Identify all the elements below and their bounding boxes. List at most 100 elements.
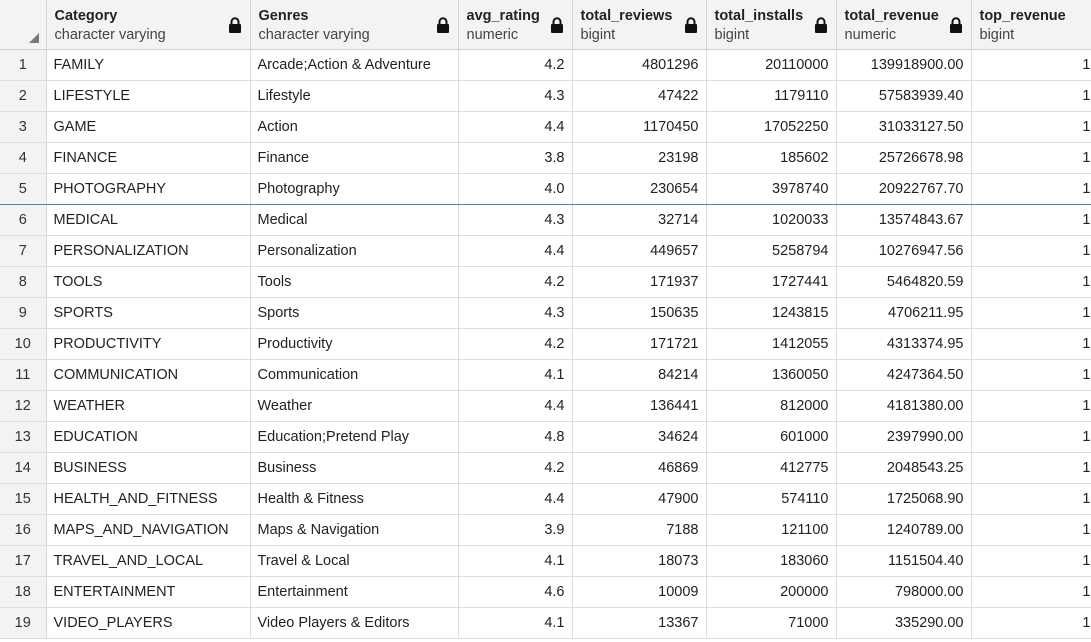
cell-top-revenue[interactable]: 1 xyxy=(971,80,1091,112)
cell-top-revenue[interactable]: 1 xyxy=(971,266,1091,298)
cell-top-revenue[interactable]: 1 xyxy=(971,297,1091,329)
cell-total-reviews[interactable]: 47422 xyxy=(572,80,707,112)
cell-total-reviews[interactable]: 18073 xyxy=(572,545,707,577)
cell-total-reviews[interactable]: 230654 xyxy=(572,173,707,205)
select-all-corner[interactable] xyxy=(0,0,47,50)
row-number[interactable]: 12 xyxy=(0,390,47,422)
cell-total-installs[interactable]: 601000 xyxy=(706,421,837,453)
cell-genres[interactable]: Business xyxy=(250,452,459,484)
cell-top-revenue[interactable]: 1 xyxy=(971,483,1091,515)
cell-total-installs[interactable]: 5258794 xyxy=(706,235,837,267)
row-number[interactable]: 13 xyxy=(0,421,47,453)
cell-category[interactable]: TOOLS xyxy=(46,266,251,298)
column-header[interactable]: total_reviews bigint xyxy=(572,0,707,50)
cell-top-revenue[interactable]: 1 xyxy=(971,328,1091,360)
cell-total-revenue[interactable]: 2397990.00 xyxy=(836,421,972,453)
cell-total-installs[interactable]: 412775 xyxy=(706,452,837,484)
cell-top-revenue[interactable]: 1 xyxy=(971,452,1091,484)
table-row[interactable]: 18 ENTERTAINMENT Entertainment 4.6 10009 2000… xyxy=(0,576,1091,608)
cell-genres[interactable]: Entertainment xyxy=(250,576,459,608)
cell-total-revenue[interactable]: 335290.00 xyxy=(836,607,972,639)
cell-top-revenue[interactable]: 1 xyxy=(971,142,1091,174)
row-number[interactable]: 14 xyxy=(0,452,47,484)
cell-total-installs[interactable]: 3978740 xyxy=(706,173,837,205)
cell-genres[interactable]: Maps & Navigation xyxy=(250,514,459,546)
column-header[interactable]: avg_rating numeric xyxy=(458,0,573,50)
cell-category[interactable]: MEDICAL xyxy=(46,204,251,236)
cell-top-revenue[interactable]: 1 xyxy=(971,576,1091,608)
cell-avg-rating[interactable]: 4.4 xyxy=(458,111,573,143)
row-number[interactable]: 11 xyxy=(0,359,47,391)
cell-total-reviews[interactable]: 4801296 xyxy=(572,49,707,81)
cell-total-reviews[interactable]: 23198 xyxy=(572,142,707,174)
table-row[interactable]: 1 FAMILY Arcade;Action & Adventure 4.2 48012… xyxy=(0,49,1091,81)
cell-category[interactable]: EDUCATION xyxy=(46,421,251,453)
cell-category[interactable]: VIDEO_PLAYERS xyxy=(46,607,251,639)
table-row[interactable]: 8 TOOLS Tools 4.2 171937 1727441 5464820.59 1 xyxy=(0,266,1091,298)
cell-genres[interactable]: Medical xyxy=(250,204,459,236)
cell-genres[interactable]: Personalization xyxy=(250,235,459,267)
table-row[interactable]: 7 PERSONALIZATION Personalization 4.4 449657… xyxy=(0,235,1091,267)
table-row[interactable]: 9 SPORTS Sports 4.3 150635 1243815 4706211.95 1 xyxy=(0,297,1091,329)
cell-genres[interactable]: Finance xyxy=(250,142,459,174)
cell-total-installs[interactable]: 1727441 xyxy=(706,266,837,298)
table-row[interactable]: 2 LIFESTYLE Lifestyle 4.3 47422 1179110 575839… xyxy=(0,80,1091,112)
row-number[interactable]: 18 xyxy=(0,576,47,608)
cell-top-revenue[interactable]: 1 xyxy=(971,607,1091,639)
cell-total-revenue[interactable]: 4313374.95 xyxy=(836,328,972,360)
table-row[interactable]: 17 TRAVEL_AND_LOCAL Travel & Local 4.1 18073… xyxy=(0,545,1091,577)
table-row[interactable]: 13 EDUCATION Education;Pretend Play 4.8 3462… xyxy=(0,421,1091,453)
cell-total-revenue[interactable]: 13574843.67 xyxy=(836,204,972,236)
cell-genres[interactable]: Productivity xyxy=(250,328,459,360)
cell-avg-rating[interactable]: 3.8 xyxy=(458,142,573,174)
row-number[interactable]: 4 xyxy=(0,142,47,174)
cell-category[interactable]: PHOTOGRAPHY xyxy=(46,173,251,205)
cell-genres[interactable]: Photography xyxy=(250,173,459,205)
cell-total-reviews[interactable]: 34624 xyxy=(572,421,707,453)
cell-category[interactable]: WEATHER xyxy=(46,390,251,422)
cell-avg-rating[interactable]: 4.4 xyxy=(458,235,573,267)
cell-total-revenue[interactable]: 2048543.25 xyxy=(836,452,972,484)
cell-total-reviews[interactable]: 171937 xyxy=(572,266,707,298)
table-row[interactable]: 14 BUSINESS Business 4.2 46869 412775 2048543.… xyxy=(0,452,1091,484)
cell-avg-rating[interactable]: 4.1 xyxy=(458,607,573,639)
cell-total-installs[interactable]: 200000 xyxy=(706,576,837,608)
table-row[interactable]: 10 PRODUCTIVITY Productivity 4.2 171721 14120… xyxy=(0,328,1091,360)
cell-top-revenue[interactable]: 1 xyxy=(971,235,1091,267)
cell-top-revenue[interactable]: 1 xyxy=(971,204,1091,236)
cell-total-revenue[interactable]: 1725068.90 xyxy=(836,483,972,515)
cell-category[interactable]: COMMUNICATION xyxy=(46,359,251,391)
cell-total-reviews[interactable]: 150635 xyxy=(572,297,707,329)
cell-total-revenue[interactable]: 25726678.98 xyxy=(836,142,972,174)
cell-total-revenue[interactable]: 57583939.40 xyxy=(836,80,972,112)
cell-top-revenue[interactable]: 1 xyxy=(971,49,1091,81)
column-header[interactable]: total_installs bigint xyxy=(706,0,837,50)
cell-avg-rating[interactable]: 4.1 xyxy=(458,359,573,391)
cell-top-revenue[interactable]: 1 xyxy=(971,111,1091,143)
cell-total-revenue[interactable]: 31033127.50 xyxy=(836,111,972,143)
cell-genres[interactable]: Sports xyxy=(250,297,459,329)
cell-category[interactable]: PRODUCTIVITY xyxy=(46,328,251,360)
cell-total-installs[interactable]: 20110000 xyxy=(706,49,837,81)
cell-total-installs[interactable]: 121100 xyxy=(706,514,837,546)
cell-total-installs[interactable]: 1020033 xyxy=(706,204,837,236)
cell-genres[interactable]: Health & Fitness xyxy=(250,483,459,515)
table-row[interactable]: 6 MEDICAL Medical 4.3 32714 1020033 13574843.6… xyxy=(0,204,1091,236)
cell-avg-rating[interactable]: 4.3 xyxy=(458,204,573,236)
cell-category[interactable]: MAPS_AND_NAVIGATION xyxy=(46,514,251,546)
cell-avg-rating[interactable]: 4.2 xyxy=(458,49,573,81)
cell-total-reviews[interactable]: 10009 xyxy=(572,576,707,608)
cell-top-revenue[interactable]: 1 xyxy=(971,514,1091,546)
cell-category[interactable]: PERSONALIZATION xyxy=(46,235,251,267)
cell-avg-rating[interactable]: 4.8 xyxy=(458,421,573,453)
cell-top-revenue[interactable]: 1 xyxy=(971,390,1091,422)
cell-total-installs[interactable]: 1412055 xyxy=(706,328,837,360)
cell-avg-rating[interactable]: 4.2 xyxy=(458,328,573,360)
cell-total-installs[interactable]: 1360050 xyxy=(706,359,837,391)
cell-total-revenue[interactable]: 139918900.00 xyxy=(836,49,972,81)
cell-genres[interactable]: Weather xyxy=(250,390,459,422)
cell-top-revenue[interactable]: 1 xyxy=(971,359,1091,391)
cell-category[interactable]: ENTERTAINMENT xyxy=(46,576,251,608)
table-row[interactable]: 15 HEALTH_AND_FITNESS Health & Fitness 4.4 4… xyxy=(0,483,1091,515)
cell-total-revenue[interactable]: 1240789.00 xyxy=(836,514,972,546)
